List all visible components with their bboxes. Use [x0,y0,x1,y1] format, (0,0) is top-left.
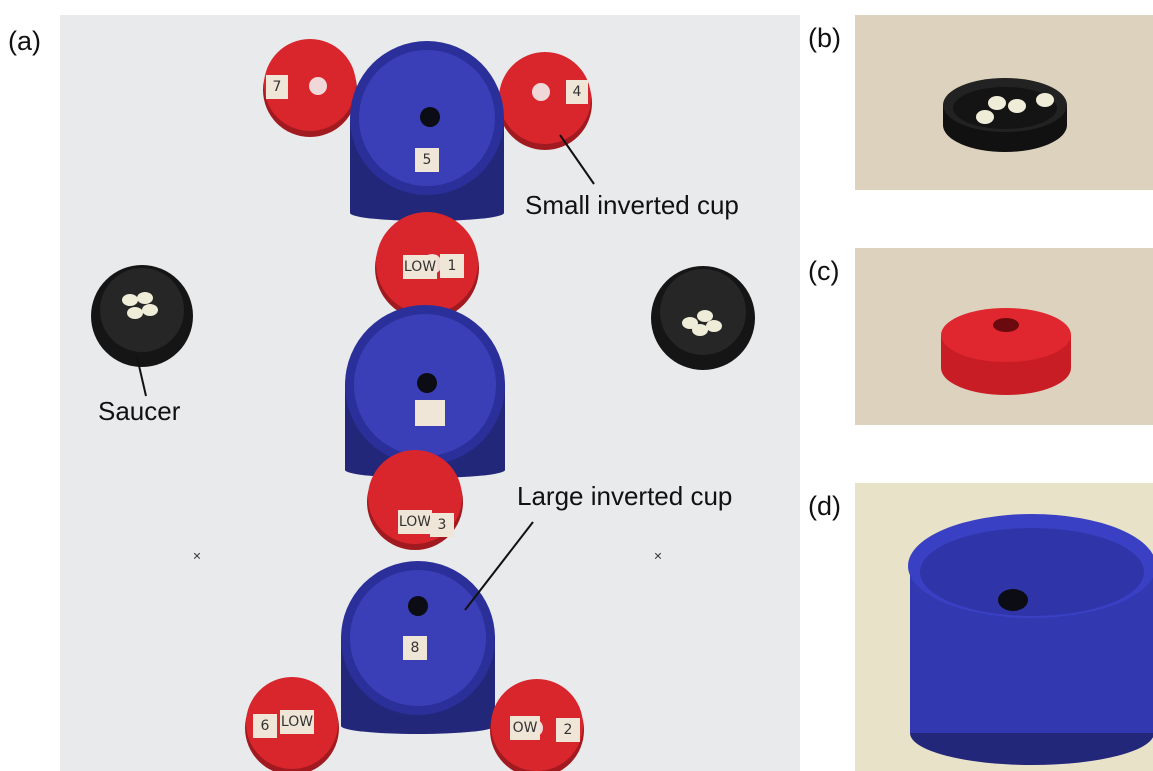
panel-label: (d) [808,491,841,521]
saucer [943,78,1067,152]
mark-x: × [654,548,662,564]
panel-label: (a) [8,26,41,56]
tag-label: 4 [573,84,582,100]
tag-label: LOW [404,259,436,275]
large-cup [908,514,1153,765]
saucer [651,266,755,370]
tag-label: 5 [423,152,432,168]
annotation: Saucer [98,396,181,426]
tag-label: OW [513,720,538,736]
tag-label: LOW [281,714,313,730]
tag-label: 6 [261,718,270,734]
mark-x: × [193,548,201,564]
small-cup [941,308,1071,395]
tag-label: 8 [411,640,420,656]
tag-label: 2 [564,722,573,738]
tag-label: 3 [438,517,447,533]
figure: × × 7 4 5 LOW 1 LOW 3 8 6 LOW OW 2 Small inverted c… [0,0,1153,771]
panel-label: (c) [808,256,839,286]
large-cup [350,41,504,221]
panel-label: (b) [808,23,841,53]
annotation: Large inverted cup [517,481,732,511]
tag-label: LOW [399,514,431,530]
tag-label: 7 [273,79,282,95]
saucer [91,265,193,367]
tag-label: 1 [448,258,457,274]
annotation: Small inverted cup [525,190,739,220]
